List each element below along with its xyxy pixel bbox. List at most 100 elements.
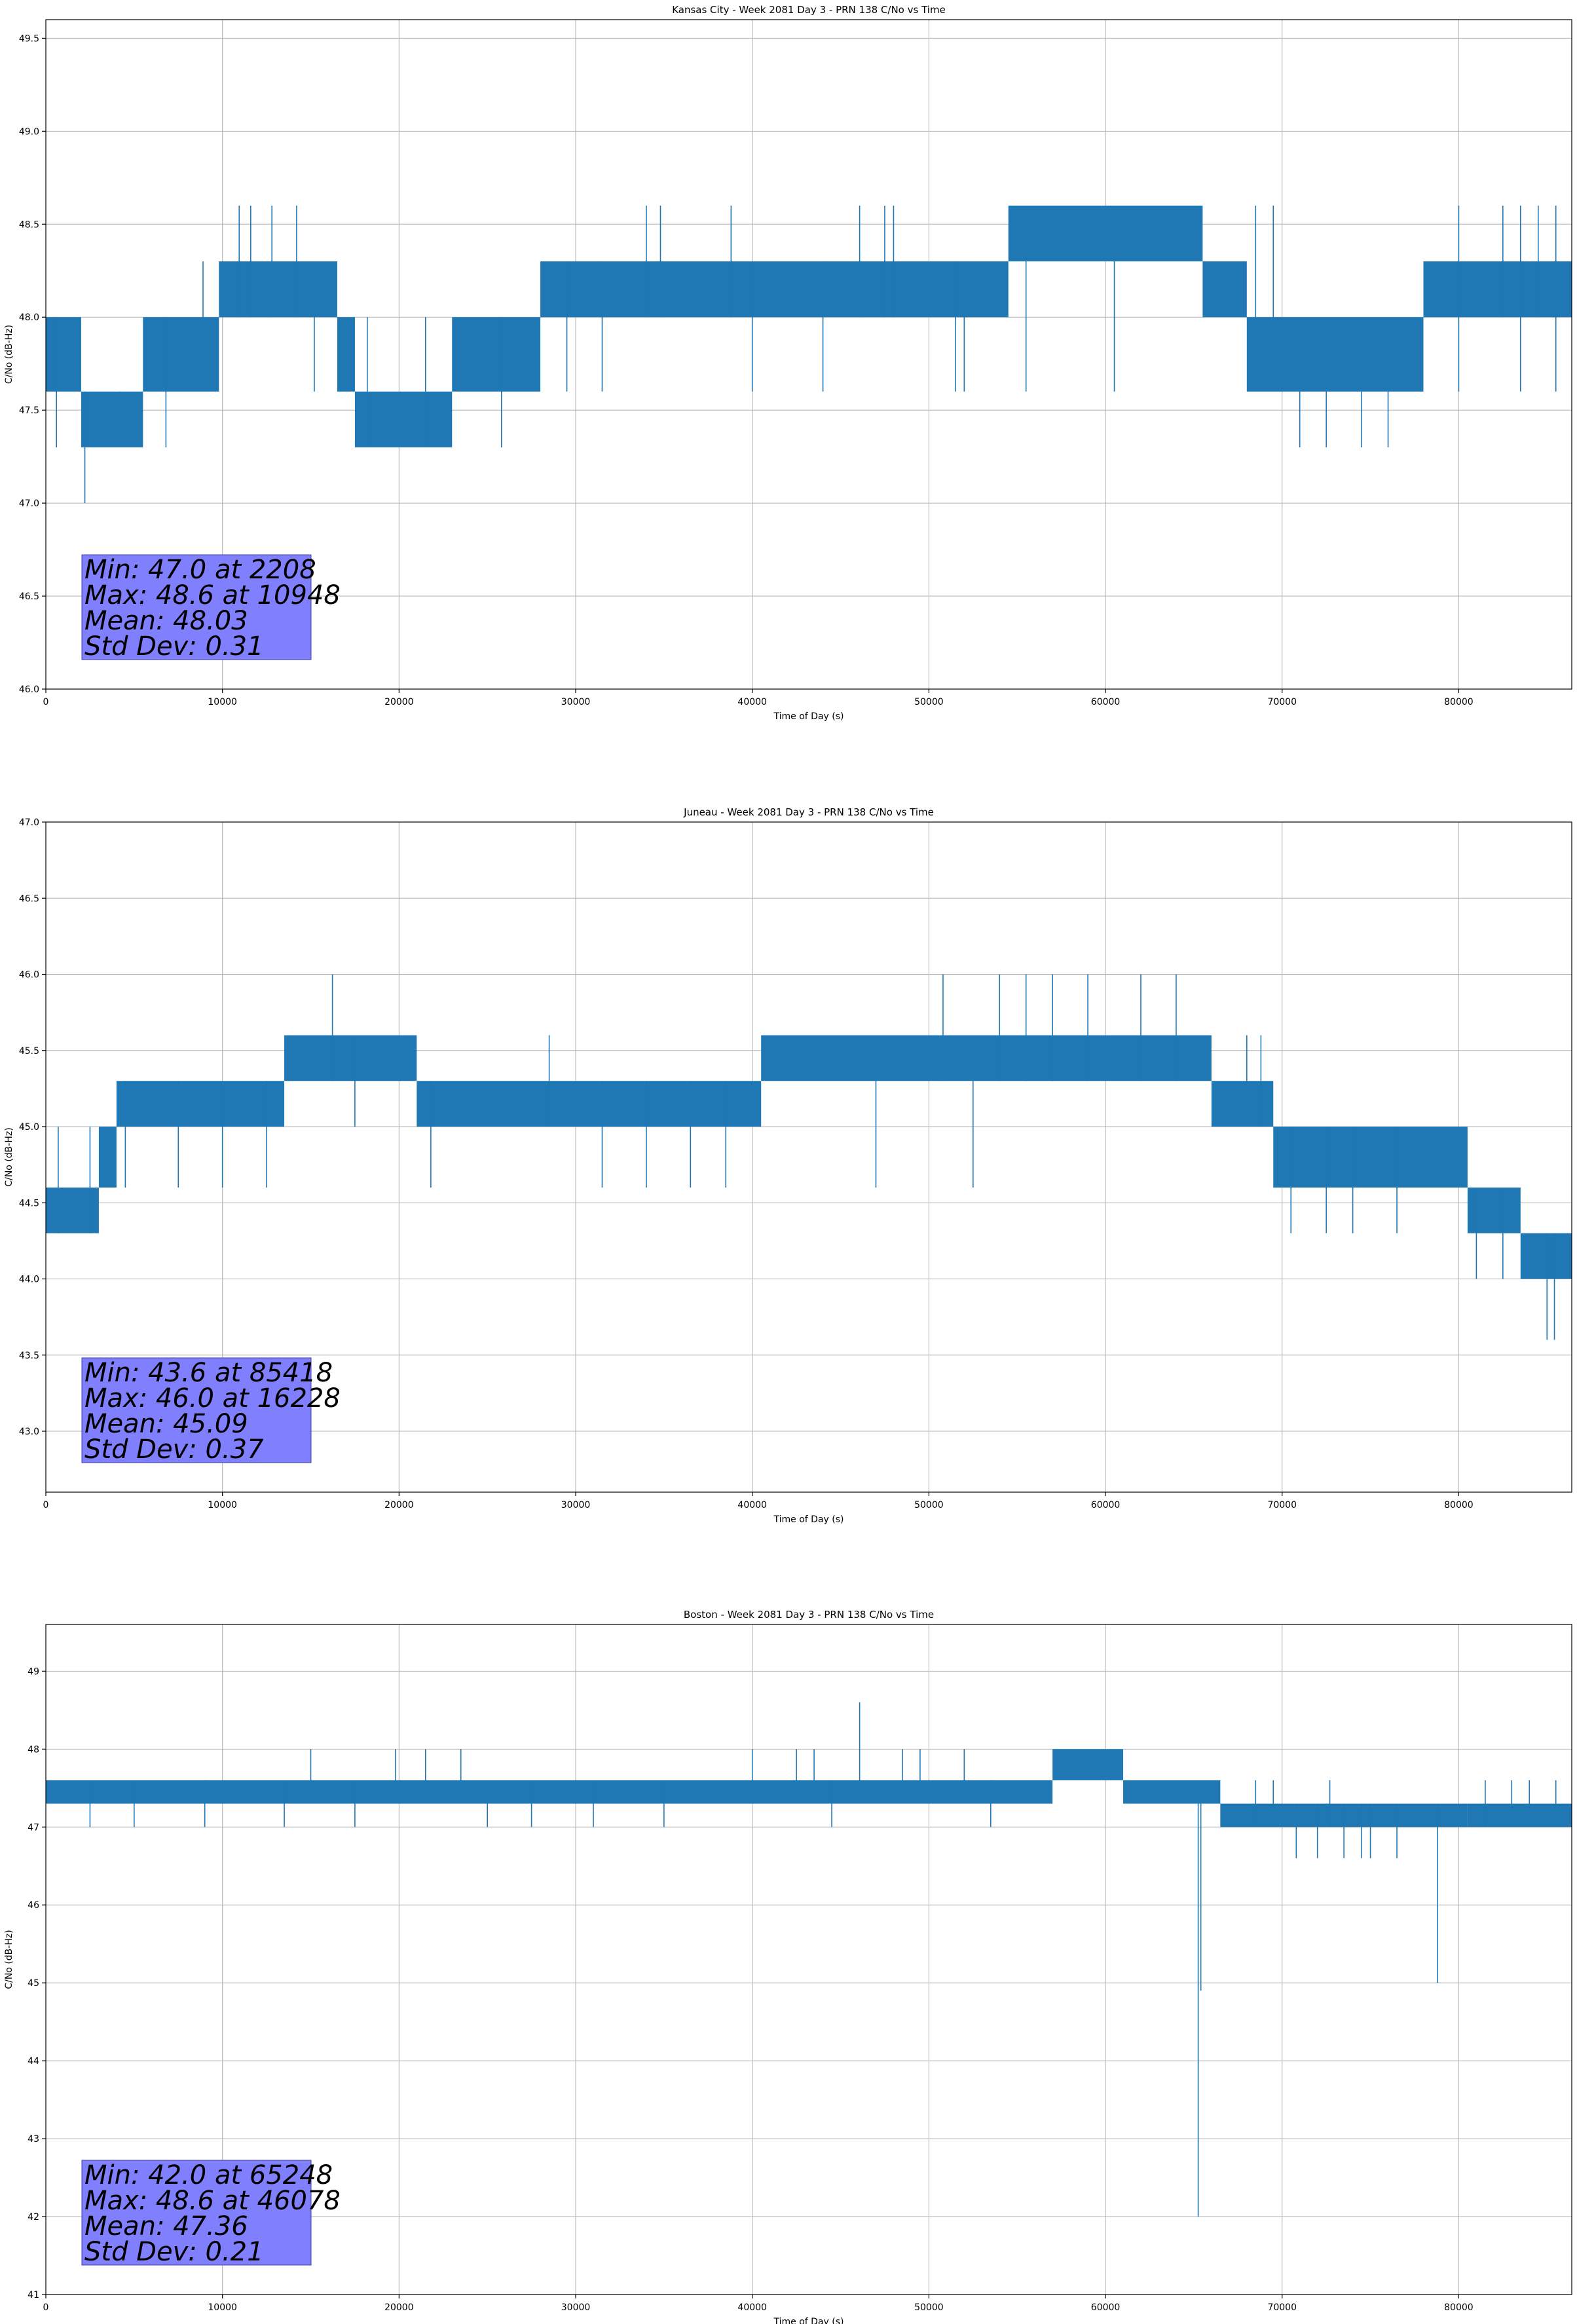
stats-line: Mean: 45.09 [84,1409,248,1439]
chart-title: Boston - Week 2081 Day 3 - PRN 138 C/No … [684,1609,934,1621]
data-band [46,317,81,392]
data-band [1202,261,1247,318]
plot-frame [45,821,1572,1493]
data-band [1423,261,1572,318]
data-band [417,1081,762,1127]
x-tick-label: 70000 [1267,1500,1297,1510]
x-tick-label: 80000 [1444,2302,1474,2313]
stats-box [81,1357,312,1463]
data-band [354,391,453,447]
plot-frame [45,1624,1572,2295]
data-band [540,261,1009,318]
stats-line: Mean: 47.36 [84,2211,248,2241]
y-tick-label: 46 [28,1900,39,1911]
x-tick-label: 60000 [1091,2302,1121,2313]
x-tick-label: 20000 [384,1500,414,1510]
y-tick-label: 44.0 [19,1275,39,1285]
data-band [98,1127,117,1188]
chart-panel-2: 0 10000 20000 30000 40000 50000 60000 70000 8000… [4,806,1572,1525]
y-tick-label: 45 [28,1978,39,1989]
stats-line: Mean: 48.03 [84,606,248,636]
x-tick-label: 80000 [1444,697,1474,707]
y-tick-label: 43.5 [19,1351,39,1361]
x-tick-label: 30000 [561,1500,591,1510]
x-tick-label: 50000 [914,2302,944,2313]
data-band [143,317,219,392]
y-tick-label: 42 [28,2212,39,2222]
y-tick-label: 49 [28,1666,39,1677]
y-tick-label: 45.0 [19,1122,39,1133]
data-band [1273,1127,1468,1188]
y-tick-label: 48.0 [19,312,39,323]
data-band [1008,205,1203,262]
y-axis-label: C/No (dB-Hz) [4,1930,14,1989]
data-band [1246,317,1424,392]
data-band [1467,1188,1521,1233]
stats-line: Max: 46.0 at 16228 [84,1383,341,1414]
plot-frame [45,19,1572,690]
stats-line: Std Dev: 0.37 [84,1434,264,1465]
stats-box [81,2160,312,2266]
x-tick-label: 50000 [914,1500,944,1510]
x-tick-label: 10000 [208,2302,237,2313]
data-band [452,317,541,392]
x-axis-label: Time of Day (s) [773,711,844,722]
x-tick-label: 40000 [737,2302,767,2313]
x-tick-label: 40000 [737,697,767,707]
chart-title: Kansas City - Week 2081 Day 3 - PRN 138 … [672,4,946,16]
data-band [1211,1081,1274,1127]
data-band [284,1035,417,1081]
x-tick-label: 30000 [561,697,591,707]
y-tick-label: 47.0 [19,498,39,509]
y-axis-label: C/No (dB-Hz) [4,1127,14,1186]
stats-line: Min: 43.6 at 85418 [84,1358,333,1388]
x-tick-label: 60000 [1091,697,1121,707]
y-tick-label: 46.5 [19,591,39,602]
data-band [46,1188,99,1233]
x-tick-label: 10000 [208,1500,237,1510]
data-band [337,317,355,392]
y-tick-label: 49.5 [19,33,39,44]
data-band [761,1035,1212,1081]
y-tick-label: 43.0 [19,1427,39,1437]
y-tick-label: 46.0 [19,970,39,981]
stats-line: Min: 47.0 at 2208 [84,555,316,585]
chart-panel-3: 0 10000 20000 30000 40000 50000 60000 70000 8000… [4,1609,1572,2324]
stats-line: Min: 42.0 at 65248 [84,2160,333,2190]
stats-line: Max: 48.6 at 46078 [84,2186,341,2216]
x-axis-label: Time of Day (s) [773,1514,844,1525]
data-band [46,1780,1053,1804]
x-tick-label: 0 [43,697,49,707]
x-tick-label: 70000 [1267,2302,1297,2313]
x-tick-label: 10000 [208,697,237,707]
x-tick-label: 30000 [561,2302,591,2313]
y-tick-label: 47 [28,1822,39,1833]
stats-line: Std Dev: 0.21 [84,2237,264,2267]
data-band [116,1081,285,1127]
y-tick-label: 43 [28,2134,39,2145]
data-band [1123,1780,1221,1804]
y-tick-label: 41 [28,2290,39,2300]
x-tick-label: 0 [43,2302,49,2313]
x-tick-label: 0 [43,1500,49,1510]
data-band [81,391,143,447]
x-tick-label: 80000 [1444,1500,1474,1510]
x-tick-label: 70000 [1267,697,1297,707]
x-tick-label: 60000 [1091,1500,1121,1510]
data-band [1520,1233,1572,1279]
x-tick-label: 20000 [384,697,414,707]
y-tick-label: 48.5 [19,219,39,230]
y-tick-label: 44.5 [19,1198,39,1209]
stats-line: Max: 48.6 at 10948 [84,580,341,610]
y-tick-label: 48 [28,1744,39,1755]
x-axis-label: Time of Day (s) [773,2317,844,2324]
x-tick-label: 20000 [384,2302,414,2313]
y-axis-label: C/No (dB-Hz) [4,325,14,384]
y-tick-label: 46.5 [19,893,39,904]
y-tick-label: 47.5 [19,405,39,416]
data-band [1052,1749,1124,1780]
x-tick-label: 50000 [914,697,944,707]
stats-line: Std Dev: 0.31 [84,631,264,662]
chart-panel-1: 0 10000 20000 30000 40000 50000 60000 70000 8000… [4,4,1572,722]
